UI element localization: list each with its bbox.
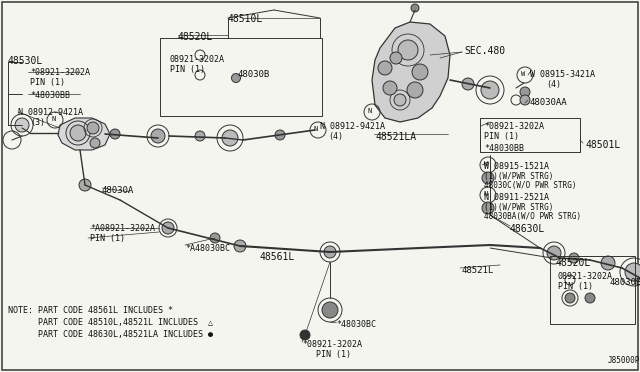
Circle shape	[222, 130, 238, 146]
Text: 48630L: 48630L	[510, 224, 545, 234]
Text: *A08921-3202A: *A08921-3202A	[90, 224, 155, 233]
Text: (1)(W/PWR STRG): (1)(W/PWR STRG)	[484, 172, 554, 181]
Polygon shape	[372, 22, 450, 122]
Circle shape	[520, 95, 530, 105]
Circle shape	[398, 40, 418, 60]
Text: 48521L: 48521L	[462, 266, 494, 275]
Circle shape	[15, 118, 29, 132]
Text: (4): (4)	[546, 80, 561, 89]
Text: 48030AA: 48030AA	[530, 98, 568, 107]
Text: 48510L: 48510L	[228, 14, 263, 24]
Circle shape	[300, 330, 310, 340]
Circle shape	[210, 233, 220, 243]
Text: N 08911-2521A: N 08911-2521A	[484, 193, 549, 202]
Text: 48561L: 48561L	[260, 252, 295, 262]
Text: *08921-3202A: *08921-3202A	[302, 340, 362, 349]
Circle shape	[90, 138, 100, 148]
Text: *08921-3202A: *08921-3202A	[484, 122, 544, 131]
Text: N 08912-9421A: N 08912-9421A	[18, 108, 83, 117]
Text: N: N	[314, 126, 318, 132]
Circle shape	[481, 81, 499, 99]
Circle shape	[232, 74, 241, 83]
Circle shape	[195, 131, 205, 141]
Text: PIN (1): PIN (1)	[170, 65, 205, 74]
Circle shape	[482, 172, 494, 184]
Text: 48030BA(W/O PWR STRG): 48030BA(W/O PWR STRG)	[484, 212, 581, 221]
Text: PIN (1): PIN (1)	[30, 78, 65, 87]
Text: (4): (4)	[328, 132, 343, 141]
Circle shape	[601, 256, 615, 270]
Text: 08921-3202A: 08921-3202A	[170, 55, 225, 64]
Text: 48520L: 48520L	[178, 32, 213, 42]
Text: 08921-3202A: 08921-3202A	[558, 272, 613, 281]
Text: PIN (1): PIN (1)	[316, 350, 351, 359]
Text: *A48030BC: *A48030BC	[185, 244, 230, 253]
Text: PIN (1): PIN (1)	[484, 132, 519, 141]
Text: W 08915-3421A: W 08915-3421A	[530, 70, 595, 79]
Text: (3): (3)	[30, 118, 45, 127]
Text: 48030A: 48030A	[102, 186, 134, 195]
Circle shape	[70, 125, 86, 141]
Circle shape	[585, 293, 595, 303]
Text: W: W	[484, 161, 488, 167]
Text: 48030B: 48030B	[610, 278, 640, 287]
Circle shape	[275, 130, 285, 140]
Bar	[550, 256, 635, 324]
Text: N: N	[368, 108, 372, 114]
Circle shape	[383, 81, 397, 95]
Circle shape	[520, 87, 530, 97]
Circle shape	[565, 293, 575, 303]
Circle shape	[378, 61, 392, 75]
Bar	[480, 118, 580, 152]
Circle shape	[482, 202, 494, 214]
Text: *48030BB: *48030BB	[30, 91, 70, 100]
Circle shape	[412, 64, 428, 80]
Text: PIN (1): PIN (1)	[90, 234, 125, 243]
Text: W 08915-1521A: W 08915-1521A	[484, 162, 549, 171]
Circle shape	[322, 302, 338, 318]
Text: NOTE: PART CODE 48561L INCLUDES *: NOTE: PART CODE 48561L INCLUDES *	[8, 306, 173, 315]
Circle shape	[79, 179, 91, 191]
Text: (1)(W/PWR STRG): (1)(W/PWR STRG)	[484, 203, 554, 212]
Text: PART CODE 48510L,48521L INCLUDES  △: PART CODE 48510L,48521L INCLUDES △	[8, 318, 213, 327]
Text: N: N	[51, 116, 55, 122]
Text: W: W	[521, 71, 525, 77]
Text: PART CODE 48630L,48521LA INCLUDES ●: PART CODE 48630L,48521LA INCLUDES ●	[8, 330, 213, 339]
Text: 48501L: 48501L	[585, 140, 620, 150]
Circle shape	[462, 78, 474, 90]
Circle shape	[407, 82, 423, 98]
Text: N: N	[484, 191, 488, 197]
Circle shape	[234, 240, 246, 252]
Circle shape	[411, 4, 419, 12]
Text: J85000P: J85000P	[608, 356, 640, 365]
Bar	[160, 38, 322, 116]
Text: 48030C(W/O PWR STRG): 48030C(W/O PWR STRG)	[484, 181, 577, 190]
Circle shape	[390, 52, 402, 64]
Text: PIN (1): PIN (1)	[558, 282, 593, 291]
Polygon shape	[58, 118, 110, 150]
Circle shape	[324, 246, 336, 258]
Circle shape	[394, 94, 406, 106]
Text: 48530L: 48530L	[8, 56, 44, 66]
Text: *48030BB: *48030BB	[484, 144, 524, 153]
Text: *08921-3202A: *08921-3202A	[30, 68, 90, 77]
Circle shape	[151, 129, 165, 143]
Circle shape	[110, 129, 120, 139]
Text: 48521LA: 48521LA	[376, 132, 417, 142]
Text: N 08912-9421A: N 08912-9421A	[320, 122, 385, 131]
Text: *48030BC: *48030BC	[336, 320, 376, 329]
Text: 48030B: 48030B	[238, 70, 270, 79]
Circle shape	[162, 222, 174, 234]
Text: SEC.480: SEC.480	[464, 46, 505, 56]
Circle shape	[569, 253, 579, 263]
Circle shape	[87, 122, 99, 134]
Circle shape	[547, 246, 561, 260]
Text: 48520L: 48520L	[555, 258, 590, 268]
Circle shape	[625, 263, 640, 281]
